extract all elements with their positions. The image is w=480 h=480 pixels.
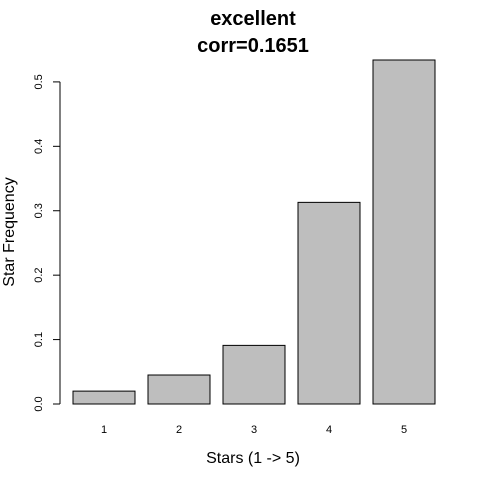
bar-3 — [222, 344, 286, 405]
y-tick-label-0.1: 0.1 — [33, 332, 45, 347]
y-tick-label-0.0: 0.0 — [33, 396, 45, 411]
chart-subtitle: corr=0.1651 — [197, 35, 309, 57]
x-tick-label-5: 5 — [401, 424, 407, 436]
x-tick-label-2: 2 — [176, 424, 182, 436]
y-axis-label: Star Frequency — [1, 177, 18, 286]
y-tick-label-0.4: 0.4 — [33, 139, 45, 154]
bars-group — [72, 59, 436, 405]
y-tick-label-0.3: 0.3 — [33, 203, 45, 218]
y-tick-label-0.5: 0.5 — [33, 74, 45, 89]
x-tick-label-1: 1 — [101, 424, 107, 436]
y-axis: 0.0 0.1 0.2 0.3 0.4 0.5 — [33, 74, 61, 412]
bar-4 — [297, 201, 361, 405]
x-tick-label-3: 3 — [251, 424, 257, 436]
x-axis-label: Stars (1 -> 5) — [206, 450, 300, 467]
bar-5 — [372, 59, 436, 405]
bar-1 — [72, 390, 136, 405]
x-tick-label-4: 4 — [326, 424, 332, 436]
chart-title: excellent — [210, 8, 296, 30]
bar-2 — [147, 374, 211, 405]
x-axis-tick-labels: 1 2 3 4 5 — [101, 424, 407, 436]
y-tick-label-0.2: 0.2 — [33, 268, 45, 283]
